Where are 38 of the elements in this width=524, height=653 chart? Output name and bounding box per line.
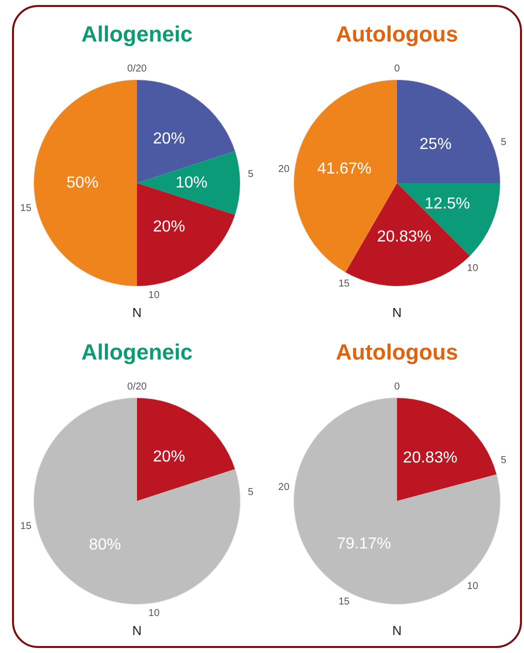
data-label: 20% (153, 448, 186, 466)
chart-title: Autologous (336, 340, 458, 364)
text: N (392, 623, 402, 638)
text: 10 (148, 290, 160, 302)
text: 15 (338, 596, 350, 608)
data-label: 25% (420, 136, 452, 153)
data-label: 20% (153, 218, 186, 236)
text: 10 (467, 580, 479, 592)
data-label: 80% (88, 536, 121, 554)
chart-title: Allogeneic (81, 22, 193, 46)
text: 10 (148, 608, 160, 620)
text: 0 (394, 64, 400, 74)
data-label: 79.17% (336, 536, 391, 553)
text: 5 (248, 168, 254, 180)
text: N (132, 305, 142, 320)
text: 15 (338, 278, 350, 290)
text: 0/20 (127, 64, 148, 74)
data-label: 41.67% (317, 160, 372, 178)
text: N (132, 623, 142, 638)
text: 5 (248, 486, 254, 498)
text: 20 (278, 164, 290, 175)
data-label: 20.83% (403, 449, 458, 466)
chart-title: Allogeneic (81, 340, 193, 364)
text: 5 (500, 455, 507, 466)
text: 10 (467, 262, 479, 274)
text: 5 (500, 137, 507, 148)
data-label: 10% (175, 174, 208, 192)
data-label: 50% (66, 174, 99, 192)
data-label: 12.5% (424, 195, 470, 212)
text: 15 (20, 520, 32, 532)
text: 20 (278, 482, 290, 493)
text: 0 (394, 382, 400, 392)
text: 0/20 (127, 382, 148, 392)
chart-title: Autologous (336, 22, 458, 46)
text: 15 (20, 202, 32, 214)
data-label: 20.83% (376, 228, 432, 246)
text: N (392, 305, 402, 320)
data-label: 20% (153, 130, 186, 148)
